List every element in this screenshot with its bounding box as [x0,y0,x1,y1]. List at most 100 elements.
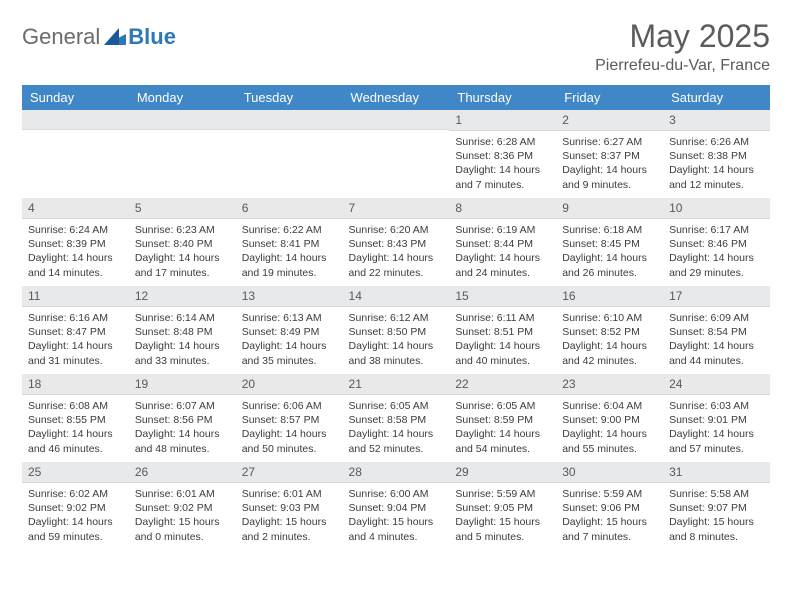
daylight-text: Daylight: 14 hours and 12 minutes. [669,163,764,191]
calendar-day-cell: 14Sunrise: 6:12 AMSunset: 8:50 PMDayligh… [343,286,450,374]
day-details: Sunrise: 6:09 AMSunset: 8:54 PMDaylight:… [663,307,770,374]
sunrise-text: Sunrise: 6:28 AM [455,135,550,149]
day-number [129,110,236,130]
calendar-day-cell: 24Sunrise: 6:03 AMSunset: 9:01 PMDayligh… [663,374,770,462]
sunrise-text: Sunrise: 5:58 AM [669,487,764,501]
location-label: Pierrefeu-du-Var, France [595,57,770,75]
day-number: 24 [663,374,770,395]
daylight-text: Daylight: 14 hours and 9 minutes. [562,163,657,191]
daylight-text: Daylight: 15 hours and 2 minutes. [242,515,337,543]
sunrise-text: Sunrise: 6:05 AM [349,399,444,413]
sunrise-text: Sunrise: 6:07 AM [135,399,230,413]
daylight-text: Daylight: 14 hours and 29 minutes. [669,251,764,279]
day-number: 4 [22,198,129,219]
daylight-text: Daylight: 14 hours and 55 minutes. [562,427,657,455]
title-block: May 2025 Pierrefeu-du-Var, France [595,18,770,75]
daylight-text: Daylight: 14 hours and 52 minutes. [349,427,444,455]
day-number: 31 [663,462,770,483]
day-details: Sunrise: 5:59 AMSunset: 9:05 PMDaylight:… [449,483,556,550]
day-details: Sunrise: 6:08 AMSunset: 8:55 PMDaylight:… [22,395,129,462]
day-number: 23 [556,374,663,395]
day-details: Sunrise: 6:07 AMSunset: 8:56 PMDaylight:… [129,395,236,462]
calendar-week-row: 4Sunrise: 6:24 AMSunset: 8:39 PMDaylight… [22,198,770,286]
sunrise-text: Sunrise: 6:16 AM [28,311,123,325]
sunset-text: Sunset: 9:02 PM [28,501,123,515]
daylight-text: Daylight: 14 hours and 31 minutes. [28,339,123,367]
sunrise-text: Sunrise: 6:22 AM [242,223,337,237]
weekday-header: Friday [556,85,663,110]
day-number: 8 [449,198,556,219]
day-number [236,110,343,130]
day-details: Sunrise: 6:20 AMSunset: 8:43 PMDaylight:… [343,219,450,286]
day-number: 11 [22,286,129,307]
calendar-head: Sunday Monday Tuesday Wednesday Thursday… [22,85,770,110]
weekday-header: Tuesday [236,85,343,110]
sunset-text: Sunset: 9:05 PM [455,501,550,515]
daylight-text: Daylight: 14 hours and 54 minutes. [455,427,550,455]
day-details: Sunrise: 6:18 AMSunset: 8:45 PMDaylight:… [556,219,663,286]
calendar-day-cell: 29Sunrise: 5:59 AMSunset: 9:05 PMDayligh… [449,462,556,550]
daylight-text: Daylight: 14 hours and 38 minutes. [349,339,444,367]
sunrise-text: Sunrise: 6:01 AM [135,487,230,501]
day-number: 27 [236,462,343,483]
sunrise-text: Sunrise: 6:10 AM [562,311,657,325]
calendar-day-cell: 4Sunrise: 6:24 AMSunset: 8:39 PMDaylight… [22,198,129,286]
calendar-day-cell: 30Sunrise: 5:59 AMSunset: 9:06 PMDayligh… [556,462,663,550]
day-number: 15 [449,286,556,307]
day-details: Sunrise: 6:00 AMSunset: 9:04 PMDaylight:… [343,483,450,550]
day-number: 9 [556,198,663,219]
daylight-text: Daylight: 14 hours and 17 minutes. [135,251,230,279]
day-details: Sunrise: 6:16 AMSunset: 8:47 PMDaylight:… [22,307,129,374]
calendar-day-cell: 10Sunrise: 6:17 AMSunset: 8:46 PMDayligh… [663,198,770,286]
day-details: Sunrise: 6:11 AMSunset: 8:51 PMDaylight:… [449,307,556,374]
calendar-week-row: 18Sunrise: 6:08 AMSunset: 8:55 PMDayligh… [22,374,770,462]
sunrise-text: Sunrise: 6:24 AM [28,223,123,237]
sunset-text: Sunset: 8:43 PM [349,237,444,251]
day-details: Sunrise: 6:06 AMSunset: 8:57 PMDaylight:… [236,395,343,462]
calendar-day-cell: 21Sunrise: 6:05 AMSunset: 8:58 PMDayligh… [343,374,450,462]
sunset-text: Sunset: 8:57 PM [242,413,337,427]
calendar-week-row: 11Sunrise: 6:16 AMSunset: 8:47 PMDayligh… [22,286,770,374]
sunset-text: Sunset: 8:36 PM [455,149,550,163]
sunset-text: Sunset: 8:38 PM [669,149,764,163]
weekday-header: Wednesday [343,85,450,110]
weekday-header: Thursday [449,85,556,110]
daylight-text: Daylight: 14 hours and 14 minutes. [28,251,123,279]
daylight-text: Daylight: 14 hours and 35 minutes. [242,339,337,367]
sunset-text: Sunset: 8:50 PM [349,325,444,339]
day-number: 22 [449,374,556,395]
calendar-day-cell: 8Sunrise: 6:19 AMSunset: 8:44 PMDaylight… [449,198,556,286]
sunset-text: Sunset: 8:49 PM [242,325,337,339]
sunrise-text: Sunrise: 6:01 AM [242,487,337,501]
day-details: Sunrise: 6:03 AMSunset: 9:01 PMDaylight:… [663,395,770,462]
day-details: Sunrise: 6:17 AMSunset: 8:46 PMDaylight:… [663,219,770,286]
day-number: 14 [343,286,450,307]
calendar-day-cell [236,110,343,198]
sunrise-text: Sunrise: 6:20 AM [349,223,444,237]
day-number: 30 [556,462,663,483]
calendar-day-cell: 27Sunrise: 6:01 AMSunset: 9:03 PMDayligh… [236,462,343,550]
day-details: Sunrise: 6:01 AMSunset: 9:02 PMDaylight:… [129,483,236,550]
day-number: 29 [449,462,556,483]
calendar-table: Sunday Monday Tuesday Wednesday Thursday… [22,85,770,550]
header-row: General Blue May 2025 Pierrefeu-du-Var, … [22,18,770,75]
day-number: 13 [236,286,343,307]
calendar-day-cell: 19Sunrise: 6:07 AMSunset: 8:56 PMDayligh… [129,374,236,462]
daylight-text: Daylight: 14 hours and 42 minutes. [562,339,657,367]
sunset-text: Sunset: 8:59 PM [455,413,550,427]
daylight-text: Daylight: 15 hours and 4 minutes. [349,515,444,543]
sunset-text: Sunset: 9:02 PM [135,501,230,515]
brand-logo: General Blue [22,24,176,50]
daylight-text: Daylight: 15 hours and 7 minutes. [562,515,657,543]
weekday-row: Sunday Monday Tuesday Wednesday Thursday… [22,85,770,110]
sunrise-text: Sunrise: 6:23 AM [135,223,230,237]
day-number: 2 [556,110,663,131]
calendar-day-cell: 5Sunrise: 6:23 AMSunset: 8:40 PMDaylight… [129,198,236,286]
sunrise-text: Sunrise: 6:14 AM [135,311,230,325]
day-number: 21 [343,374,450,395]
sunrise-text: Sunrise: 6:27 AM [562,135,657,149]
brand-text-blue: Blue [128,24,176,50]
sunset-text: Sunset: 8:54 PM [669,325,764,339]
sunrise-text: Sunrise: 5:59 AM [455,487,550,501]
day-number: 12 [129,286,236,307]
